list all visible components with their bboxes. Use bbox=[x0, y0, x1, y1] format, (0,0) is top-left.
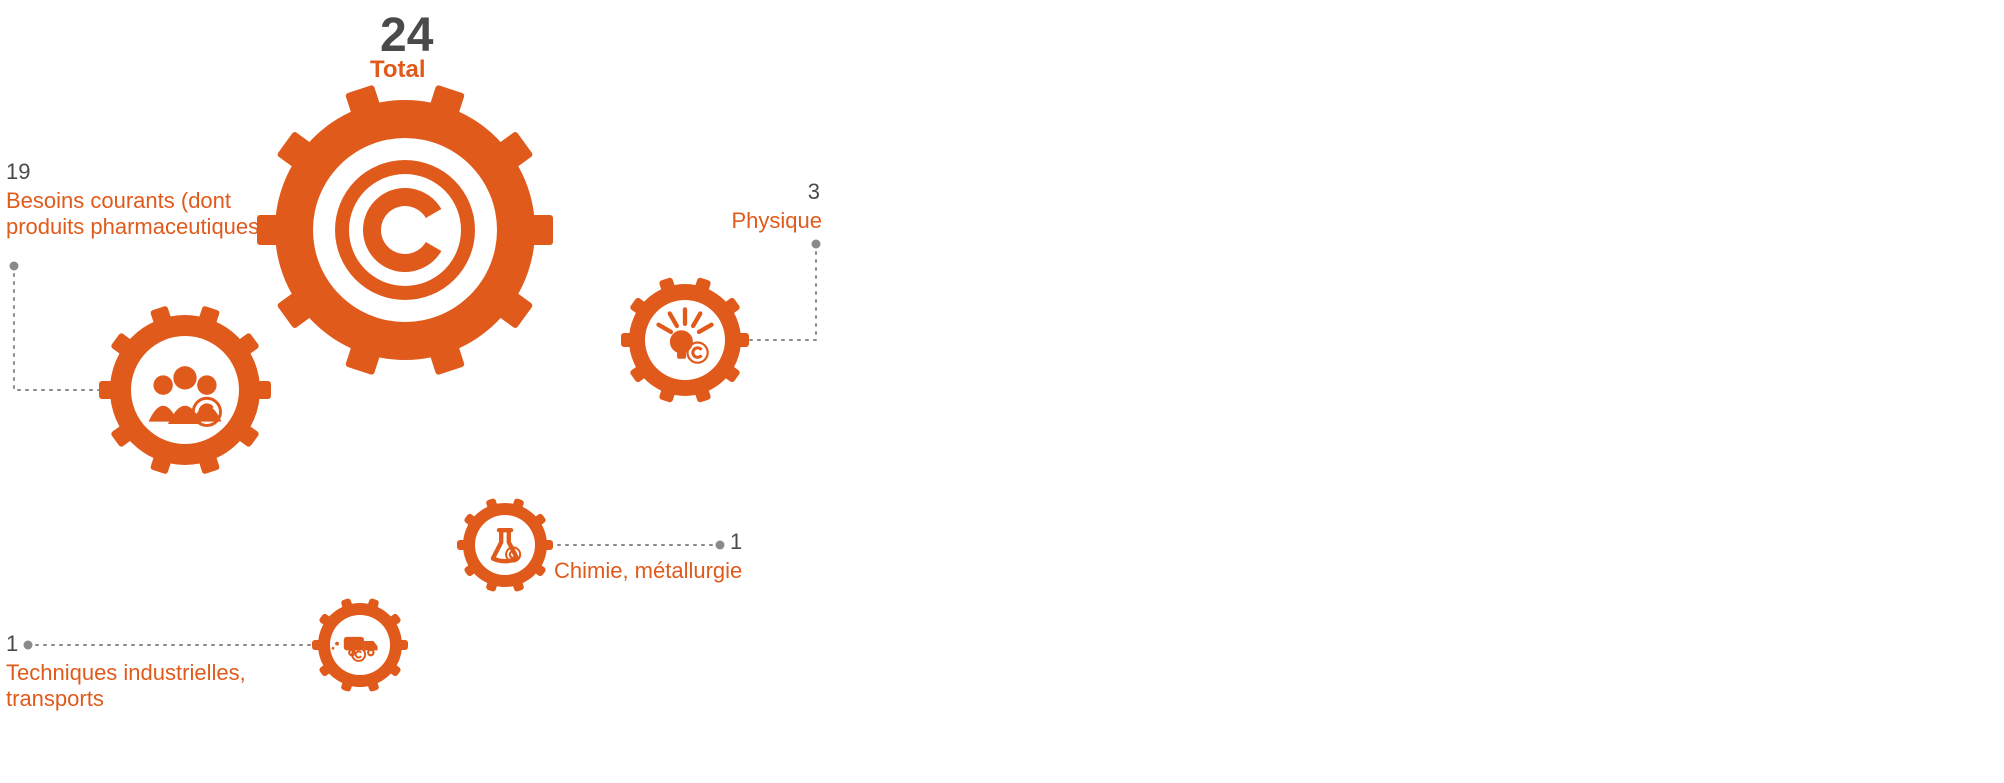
connector bbox=[744, 240, 821, 341]
gear-besoins-icon bbox=[99, 305, 271, 474]
infographic-stage: 24 Total 19 Besoins courants (dont produ… bbox=[0, 0, 2004, 783]
total-gear-icon bbox=[257, 85, 553, 376]
gear-physique-icon bbox=[621, 277, 749, 403]
connector bbox=[550, 541, 725, 550]
connector bbox=[10, 262, 105, 391]
gear-techniques-icon bbox=[312, 598, 408, 692]
connector bbox=[24, 641, 315, 650]
graphics-layer bbox=[0, 0, 2004, 783]
gear-chimie-icon bbox=[457, 498, 553, 592]
